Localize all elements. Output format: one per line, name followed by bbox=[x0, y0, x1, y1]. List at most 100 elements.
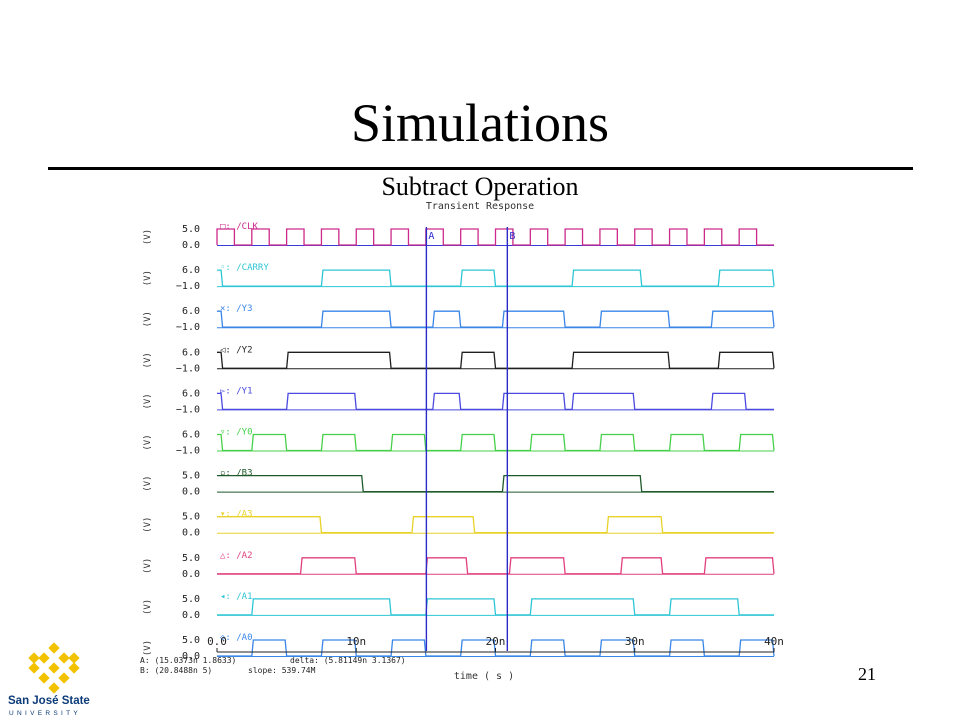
series-row: (V) 5.0 0.0 ▾: /A3 bbox=[143, 510, 774, 539]
logo-tile bbox=[68, 662, 80, 674]
cursor-label: A bbox=[428, 231, 434, 242]
series-row: (V) 6.0 −1.0 ×: /Y3 bbox=[143, 304, 775, 333]
series-label: ▿: /Y0 bbox=[220, 428, 253, 438]
series-waveform bbox=[217, 474, 774, 493]
y-min-tick: 0.0 bbox=[182, 610, 200, 621]
logo-tile bbox=[68, 652, 80, 664]
series-row: (V) 5.0 0.0 ◂: /A1 bbox=[143, 592, 774, 621]
series-row: (V) 6.0 −1.0 ◦: /CARRY bbox=[143, 263, 775, 292]
x-tick-label: 0.0 bbox=[207, 635, 227, 648]
y-max-tick: 6.0 bbox=[182, 347, 200, 358]
y-max-tick: 6.0 bbox=[182, 265, 200, 276]
y-axis-label: (V) bbox=[143, 352, 153, 368]
series-label: ▻: /Y1 bbox=[220, 386, 253, 396]
logo-tile bbox=[38, 672, 50, 684]
y-max-tick: 6.0 bbox=[182, 306, 200, 317]
y-axis-label: (V) bbox=[143, 640, 153, 656]
series-label: ×: /Y3 bbox=[220, 304, 253, 314]
x-tick-label: 20n bbox=[486, 635, 506, 648]
y-min-tick: 0.0 bbox=[182, 240, 200, 251]
series-waveform bbox=[217, 433, 775, 452]
series-row: (V) 6.0 −1.0 ◁: /Y2 bbox=[143, 345, 775, 374]
slide-title: Simulations bbox=[350, 93, 610, 153]
logo-subtitle: UNIVERSITY bbox=[9, 710, 81, 717]
series-label: ▾: /A3 bbox=[220, 510, 253, 520]
series-label: □: /CLK bbox=[220, 222, 259, 232]
y-min-tick: 0.0 bbox=[182, 569, 200, 580]
logo-mark-icon bbox=[28, 642, 80, 694]
y-max-tick: 5.0 bbox=[182, 553, 200, 564]
x-tick-label: 30n bbox=[625, 635, 645, 648]
y-min-tick: −1.0 bbox=[176, 363, 200, 374]
series-waveform bbox=[217, 392, 774, 411]
y-axis-label: (V) bbox=[143, 434, 153, 450]
logo-tile bbox=[48, 682, 60, 694]
y-max-tick: 6.0 bbox=[182, 388, 200, 399]
series-row: (V) 6.0 −1.0 ▻: /Y1 bbox=[143, 386, 774, 415]
series-label: △: /A2 bbox=[220, 551, 253, 561]
y-max-tick: 5.0 bbox=[182, 471, 200, 482]
cursor-label: B bbox=[509, 231, 515, 242]
logo-tile bbox=[58, 672, 70, 684]
series-waveform bbox=[217, 310, 775, 328]
y-min-tick: −1.0 bbox=[176, 404, 200, 415]
y-min-tick: −1.0 bbox=[176, 446, 200, 457]
y-axis-label: (V) bbox=[143, 393, 153, 409]
y-axis-label: (V) bbox=[143, 517, 153, 533]
x-axis: 0.0 10n 20n 30n 40n bbox=[207, 635, 784, 653]
series-row: (V) 5.00.0◇: /A0 bbox=[143, 633, 775, 662]
readout-cursor-b: B: (20.8488n 5) bbox=[140, 666, 212, 675]
series-row: (V) 5.0 0.0 ▫: /B3 bbox=[143, 469, 774, 498]
x-tick-label: 10n bbox=[346, 635, 366, 648]
series-waveform bbox=[217, 639, 775, 657]
x-axis-label: time ( s ) bbox=[454, 671, 514, 682]
y-max-tick: 6.0 bbox=[182, 430, 200, 441]
title-divider bbox=[48, 167, 913, 170]
series-label: ◇: /A0 bbox=[220, 633, 253, 643]
series-label: ◂: /A1 bbox=[220, 592, 253, 602]
series-waveform bbox=[217, 269, 775, 287]
waveform-rows: (V) 5.0 0.0 □: /CLK (V) 6.0 −1.0 ◦: /CARRY (V) 6.… bbox=[143, 222, 775, 662]
logo-tile bbox=[48, 662, 60, 674]
logo-tile bbox=[58, 652, 70, 664]
readout-delta: delta: (5.81149n 3.1367) bbox=[290, 656, 406, 665]
x-tick-label: 40n bbox=[764, 635, 784, 648]
y-axis-label: (V) bbox=[143, 599, 153, 615]
y-max-tick: 5.0 bbox=[182, 635, 200, 646]
series-waveform bbox=[217, 598, 774, 616]
series-waveform bbox=[217, 516, 774, 534]
series-label: ◦: /CARRY bbox=[220, 263, 269, 273]
chart-title: Transient Response bbox=[426, 201, 534, 212]
series-row: (V) 5.0 0.0 △: /A2 bbox=[143, 551, 775, 580]
y-max-tick: 5.0 bbox=[182, 512, 200, 523]
y-axis-label: (V) bbox=[143, 558, 153, 574]
logo-tile bbox=[28, 652, 40, 664]
readout-slope: slope: 539.74M bbox=[248, 666, 316, 675]
logo-name: San José State bbox=[8, 695, 90, 707]
y-min-tick: −1.0 bbox=[176, 281, 200, 292]
y-max-tick: 5.0 bbox=[182, 224, 200, 235]
y-axis-label: (V) bbox=[143, 229, 153, 245]
y-min-tick: 0.0 bbox=[182, 528, 200, 539]
logo-tile bbox=[38, 652, 50, 664]
series-label: ▫: /B3 bbox=[220, 469, 253, 479]
series-row: (V) 5.0 0.0 □: /CLK bbox=[143, 222, 774, 251]
y-min-tick: −1.0 bbox=[176, 322, 200, 333]
slide-subtitle: Subtract Operation bbox=[381, 172, 579, 201]
transient-response-chart: Transient Response (V) 5.0 0.0 □: /CLK (V) 6.… bbox=[140, 201, 784, 682]
sjsu-logo: San José State UNIVERSITY bbox=[8, 642, 90, 717]
series-label: ◁: /Y2 bbox=[220, 345, 253, 355]
page-number: 21 bbox=[858, 664, 876, 684]
y-min-tick: 0.0 bbox=[182, 487, 200, 498]
series-waveform bbox=[217, 351, 775, 369]
logo-tile bbox=[28, 662, 40, 674]
series-waveform bbox=[216, 228, 774, 246]
y-axis-label: (V) bbox=[143, 270, 153, 286]
logo-tile bbox=[48, 642, 60, 654]
y-axis-label: (V) bbox=[143, 475, 153, 491]
y-max-tick: 5.0 bbox=[182, 594, 200, 605]
series-row: (V) 6.0 −1.0 ▿: /Y0 bbox=[143, 428, 775, 457]
y-min-tick: 0.0 bbox=[182, 651, 200, 662]
series-waveform bbox=[217, 557, 775, 575]
